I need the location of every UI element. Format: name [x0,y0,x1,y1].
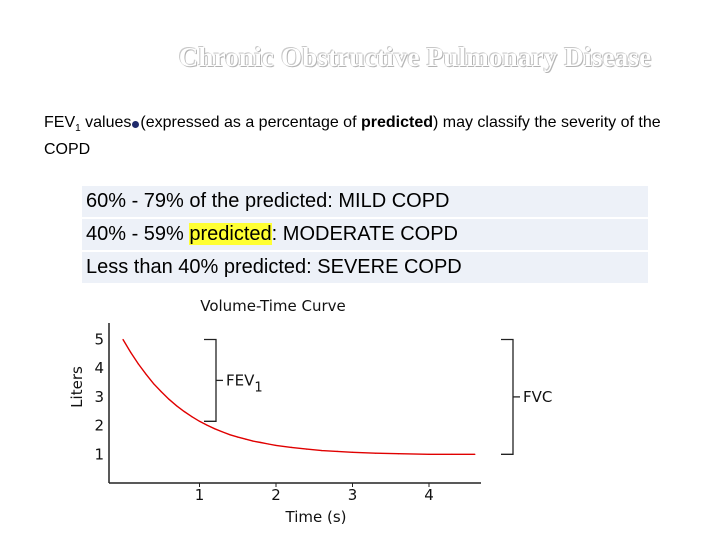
data-point [183,410,185,413]
data-point [336,450,338,452]
x-tick-label: 1 [195,486,205,504]
intro-fev-subscript: 1 [75,123,81,135]
data-point [321,450,323,452]
dot-icon [132,121,140,129]
data-point [397,453,399,455]
data-point [451,453,453,455]
intro-text-2: (expressed as a percentage of [140,114,361,131]
data-point [237,436,239,438]
annotation-fev: FEV1 [226,371,263,395]
y-axis-label: Liters [68,366,86,408]
y-tick-label: 1 [94,445,104,463]
data-point [221,431,223,433]
data-point [168,398,170,400]
intro-text-1: values [80,114,132,131]
severity-row-moderate: 40% - 59% predicted: MODERATE COPD [82,219,648,250]
series-line [122,339,475,455]
data-point [306,448,308,450]
severity-moderate-highlight: predicted [189,223,272,245]
x-tick-label: 4 [424,486,434,504]
severity-row-severe: Less than 40% predicted: SEVERE COPD [82,252,648,283]
x-tick-label: 2 [271,486,281,504]
data-point [206,424,208,426]
data-point [267,443,269,445]
data-point [122,338,124,341]
data-point [351,451,354,453]
y-tick-label: 4 [94,359,104,377]
severity-moderate-pre: 40% - 59% [86,223,190,245]
chart-title: Volume-Time Curve [200,297,346,315]
chart-svg: Volume-Time Curve Liters Time (s) 1 2 3 4 5 1… [68,297,552,526]
data-point [244,438,246,440]
bracket-fev [204,338,217,422]
data-point [428,453,430,455]
data-point [214,428,216,430]
severity-moderate-post: : MODERATE COPD [271,223,458,245]
x-axis-label: Time (s) [285,508,347,526]
annotation-fvc: FVC [523,388,552,406]
volume-time-chart: Volume-Time Curve Liters Time (s) 1 2 3 4 5 1… [46,285,600,536]
data-point [275,444,277,446]
intro-text-3: ) may classify the severity of the COPD [44,114,661,159]
data-point [160,391,162,393]
data-point [374,452,376,454]
severity-row-mild: 60% - 79% of the predicted: MILD COPD [82,186,648,217]
data-point [153,383,155,385]
data-point [145,373,147,375]
data-point [137,363,139,365]
data-point [290,446,292,448]
intro-paragraph: FEV1 values (expressed as a percentage of… [44,112,694,160]
data-point [198,420,201,422]
intro-predicted-word: predicted [360,114,433,131]
data-point [260,441,262,444]
severity-severe-text: Less than 40% predicted: SEVERE COPD [86,256,462,278]
data-point [474,453,476,455]
x-tick-label: 3 [348,486,358,504]
bracket-fvc [501,338,514,455]
severity-mild-text: 60% - 79% of the predicted: MILD COPD [86,190,450,212]
data-point [176,405,178,407]
data-point [130,351,132,353]
y-tick-label: 5 [94,331,104,349]
data-point [191,416,193,418]
y-tick-label: 2 [94,417,104,435]
severity-list: 60% - 79% of the predicted: MILD COPD 40… [82,186,648,285]
intro-fev: FEV [44,114,76,131]
y-tick-label: 3 [94,388,104,406]
slide-title: Chronic Obstructive Pulmonary Disease [178,42,652,72]
data-point [252,440,254,442]
data-point [229,434,231,436]
